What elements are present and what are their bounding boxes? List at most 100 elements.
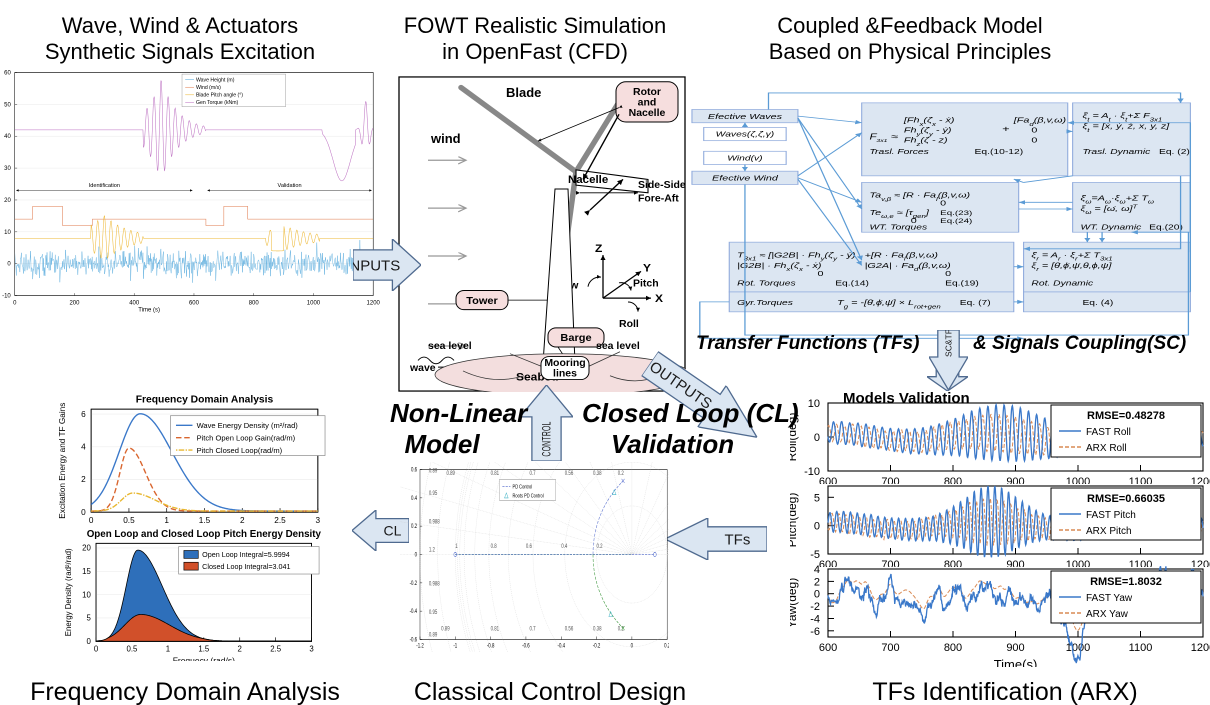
svg-text:600: 600 [189,300,200,306]
svg-text:3: 3 [316,516,321,522]
svg-text:Pitch(deg): Pitch(deg) [790,493,799,548]
svg-text:0: 0 [631,643,633,650]
svg-text:WT. Dynamic: WT. Dynamic [1080,223,1141,231]
svg-text:6: 6 [81,410,86,419]
svg-text:Frequency Domain Analysis: Frequency Domain Analysis [136,394,274,405]
svg-text:-10: -10 [2,294,11,300]
svg-text:Eq.(14): Eq.(14) [835,279,869,287]
svg-text:0.4: 0.4 [561,544,567,551]
svg-text:10: 10 [808,398,820,410]
svg-text:0.8: 0.8 [491,544,497,551]
svg-text:Nacelle: Nacelle [568,174,608,186]
svg-text:Energy Density (rad²/rad): Energy Density (rad²/rad) [64,548,73,636]
svg-text:-1: -1 [453,643,457,650]
svg-text:Yaw(deg): Yaw(deg) [790,578,799,628]
svg-text:Eq.(10-12): Eq.(10-12) [975,148,1024,156]
svg-text:30: 30 [4,166,11,172]
svg-text:Open Loop and Closed Loop Pitc: Open Loop and Closed Loop Pitch Energy D… [87,529,322,540]
svg-text:800: 800 [944,642,962,654]
svg-text:Wave Height (m): Wave Height (m) [196,77,235,83]
svg-text:1: 1 [455,544,457,551]
svg-text:1: 1 [166,645,170,654]
svg-text:Roll: Roll [619,319,639,330]
svg-text:0: 0 [1031,126,1037,134]
svg-text:Open Loop Integral=5.9994: Open Loop Integral=5.9994 [202,551,290,559]
svg-text:10: 10 [82,590,91,599]
svg-text:0.89: 0.89 [441,626,450,633]
svg-text:Eq.(20): Eq.(20) [1149,223,1183,231]
svg-text:Waves(ζ,ζ̇,γ): Waves(ζ,ζ̇,γ) [716,130,775,138]
svg-text:FAST Roll: FAST Roll [1086,427,1131,438]
svg-text:0.81: 0.81 [491,626,500,633]
svg-text:2: 2 [814,576,820,588]
svg-text:WT. Torques: WT. Torques [870,223,928,231]
svg-text:Wind(v): Wind(v) [727,154,762,162]
svg-text:200: 200 [69,300,80,306]
svg-text:0: 0 [7,262,11,268]
svg-text:FAST Yaw: FAST Yaw [1086,593,1133,604]
svg-text:1100: 1100 [1129,642,1153,654]
svg-text:0.6: 0.6 [411,467,417,474]
svg-text:15: 15 [82,567,91,576]
svg-text:wave: wave [409,363,436,374]
svg-text:400: 400 [129,300,140,306]
svg-text:Wave Energy Density (m²/rad): Wave Energy Density (m²/rad) [197,421,299,430]
svg-text:Eq.(24): Eq.(24) [940,217,972,225]
svg-text:X: X [655,292,663,305]
svg-text:10: 10 [4,230,11,236]
svg-text:TFs: TFs [725,531,751,548]
svg-text:20: 20 [4,198,11,204]
svg-text:RMSE=0.48278: RMSE=0.48278 [1087,410,1165,422]
svg-text:-0.2: -0.2 [593,643,601,650]
svg-text:0.988: 0.988 [429,581,440,588]
svg-text:Wind (m/s): Wind (m/s) [196,85,221,91]
svg-text:Pitch Closed Loop(rad/m): Pitch Closed Loop(rad/m) [197,446,283,455]
svg-text:sea level: sea level [428,341,472,352]
svg-text:and: and [638,98,657,109]
svg-text:0.89: 0.89 [429,632,438,639]
svg-text:Eq.(19): Eq.(19) [945,279,979,287]
svg-text:-0.4: -0.4 [557,643,565,650]
svg-text:0.2: 0.2 [597,544,603,551]
svg-text:0.38: 0.38 [593,626,602,633]
svg-text:0.5: 0.5 [123,516,135,522]
svg-text:ARX Yaw: ARX Yaw [1086,609,1129,620]
svg-text:1.5: 1.5 [199,516,211,522]
svg-text:Pitch Open Loop Gain(rad/m): Pitch Open Loop Gain(rad/m) [197,433,296,442]
svg-text:700: 700 [881,642,899,654]
svg-text:0.7: 0.7 [529,471,535,478]
svg-text:-1.2: -1.2 [416,643,424,650]
svg-text:0: 0 [13,300,17,306]
svg-text:Time(s): Time(s) [994,657,1038,667]
svg-text:Blade: Blade [506,85,541,100]
svg-text:-10: -10 [804,466,820,478]
svg-text:2.5: 2.5 [270,645,282,654]
svg-text:0.2: 0.2 [664,643,669,650]
svg-text:0.5: 0.5 [127,645,139,654]
svg-text:600: 600 [819,642,837,654]
svg-text:2.5: 2.5 [274,516,286,522]
svg-text:3x1: 3x1 [876,139,887,144]
svg-text:Nacelle: Nacelle [629,108,666,119]
svg-text:INPUTS: INPUTS [353,257,400,274]
svg-text:60: 60 [4,70,11,76]
svg-text:5: 5 [814,492,820,504]
svg-text:-6: -6 [810,626,820,638]
svg-text:1: 1 [164,516,169,522]
svg-text:2: 2 [238,645,242,654]
svg-text:1000: 1000 [307,300,321,306]
svg-text:0.56: 0.56 [565,471,574,478]
svg-text:lines: lines [553,369,577,380]
svg-text:0.56: 0.56 [565,626,574,633]
svg-text:ARX Pitch: ARX Pitch [1086,526,1132,537]
svg-text:Frequecy (rad/s): Frequecy (rad/s) [173,656,235,661]
svg-text:Mooring: Mooring [544,358,585,369]
svg-text:40: 40 [4,134,11,140]
svg-text:Rotor: Rotor [633,87,661,98]
svg-text:20: 20 [82,544,91,553]
svg-text:≈: ≈ [891,132,898,142]
svg-text:Barge: Barge [560,332,591,344]
svg-text:1200: 1200 [367,300,381,306]
svg-text:0: 0 [818,270,824,278]
svg-text:RMSE=1.8032: RMSE=1.8032 [1090,576,1162,588]
